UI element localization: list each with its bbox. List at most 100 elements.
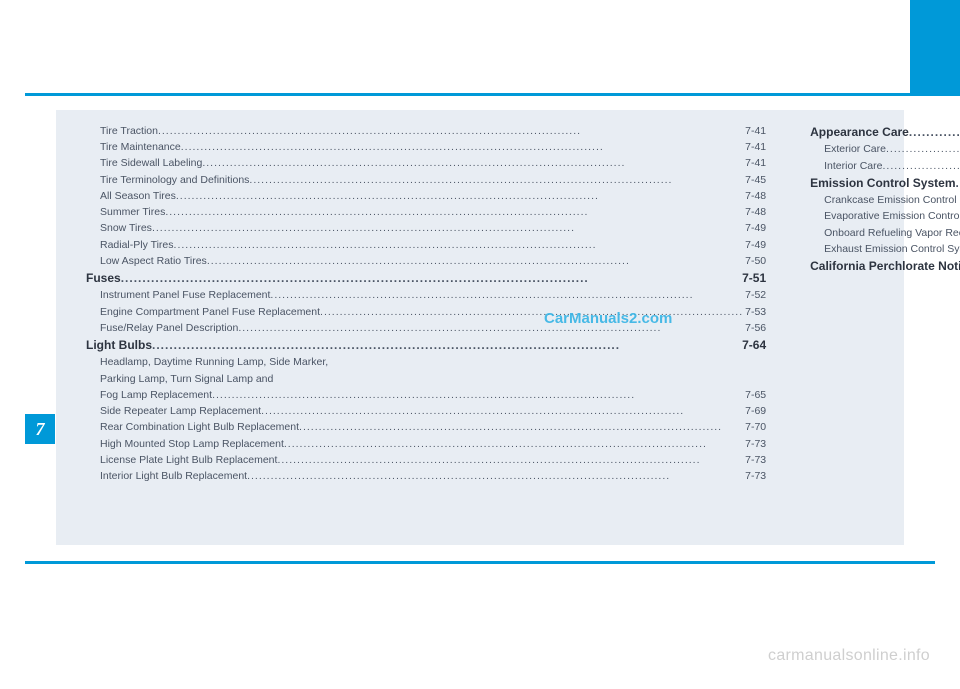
toc-content-box: Tire Traction 7-41Tire Maintenance 7-41T… [56, 110, 904, 545]
toc-sub-entry: Exterior Care 7-75 [810, 142, 960, 157]
toc-sub-entry: Instrument Panel Fuse Replacement 7-52 [86, 288, 766, 303]
toc-label: Appearance Care [810, 124, 909, 141]
toc-sub-entry: Tire Terminology and Definitions 7-45 [86, 173, 766, 188]
toc-label: Fuse/Relay Panel Description [100, 321, 238, 336]
toc-sub-entry: Snow Tires 7-49 [86, 221, 766, 236]
toc-page-ref: 7-49 [743, 238, 766, 253]
toc-sub-entry: Interior Care 7-80 [810, 159, 960, 174]
toc-label: Light Bulbs [86, 337, 152, 354]
toc-left-column: Tire Traction 7-41Tire Maintenance 7-41T… [86, 124, 766, 485]
toc-leader-dots [152, 337, 740, 354]
toc-heading-entry: Emission Control System 7-83 [810, 175, 960, 192]
toc-leader-dots [299, 420, 743, 435]
toc-page-ref: 7-65 [743, 388, 766, 403]
toc-sub-entry: Rear Combination Light Bulb Replacement … [86, 420, 766, 435]
toc-leader-dots [284, 437, 743, 452]
toc-leader-dots [121, 270, 740, 287]
toc-leader-dots [202, 156, 743, 171]
toc-label: Radial-Ply Tires [100, 238, 174, 253]
toc-sub-entry: Tire Sidewall Labeling 7-41 [86, 156, 766, 171]
toc-label: Engine Compartment Panel Fuse Replacemen… [100, 305, 320, 320]
top-accent-line [25, 93, 960, 96]
toc-sub-entry: License Plate Light Bulb Replacement 7-7… [86, 453, 766, 468]
toc-sub-entry: Summer Tires 7-48 [86, 205, 766, 220]
toc-label: Instrument Panel Fuse Replacement [100, 288, 270, 303]
toc-columns: Tire Traction 7-41Tire Maintenance 7-41T… [86, 124, 874, 485]
toc-sub-entry: All Season Tires 7-48 [86, 189, 766, 204]
toc-sub-entry: Onboard Refueling Vapor Recovery (ORVR) … [810, 226, 960, 241]
toc-label: Tire Terminology and Definitions [100, 173, 249, 188]
toc-label: Interior Care [824, 159, 882, 174]
toc-heading-entry: Appearance Care 7-75 [810, 124, 960, 141]
toc-label: Low Aspect Ratio Tires [100, 254, 207, 269]
toc-sub-entry: Tire Traction 7-41 [86, 124, 766, 139]
toc-page-ref: 7-70 [743, 420, 766, 435]
toc-label: High Mounted Stop Lamp Replacement [100, 437, 284, 452]
toc-leader-dots [277, 453, 743, 468]
toc-heading-entry: Light Bulbs 7-64 [86, 337, 766, 354]
toc-label: Rear Combination Light Bulb Replacement [100, 420, 299, 435]
toc-sub-entry: Side Repeater Lamp Replacement 7-69 [86, 404, 766, 419]
toc-sub-entry: Exhaust Emission Control System 7-84 [810, 242, 960, 257]
toc-label: Interior Light Bulb Replacement [100, 469, 247, 484]
toc-leader-dots [207, 254, 743, 269]
toc-leader-dots [270, 288, 743, 303]
toc-sub-entry-continuation: Parking Lamp, Turn Signal Lamp and [86, 372, 766, 387]
toc-leader-dots [886, 142, 960, 157]
toc-page-ref: 7-41 [743, 156, 766, 171]
toc-label: Onboard Refueling Vapor Recovery (ORVR) [824, 226, 960, 241]
toc-page-ref: 7-50 [743, 254, 766, 269]
toc-page-ref: 7-73 [743, 469, 766, 484]
toc-page-ref: 7-48 [743, 205, 766, 220]
toc-sub-entry: High Mounted Stop Lamp Replacement 7-73 [86, 437, 766, 452]
toc-right-column: Appearance Care 7-75Exterior Care 7-75 In… [810, 124, 960, 485]
toc-leader-dots [152, 221, 743, 236]
toc-page-ref: 7-49 [743, 221, 766, 236]
toc-label: Exterior Care [824, 142, 886, 157]
chapter-number-tab: 7 [25, 414, 55, 444]
toc-sub-entry: Interior Light Bulb Replacement 7-73 [86, 469, 766, 484]
toc-label: All Season Tires [100, 189, 176, 204]
toc-leader-dots [212, 388, 743, 403]
toc-leader-dots [909, 124, 960, 141]
toc-leader-dots [174, 238, 744, 253]
toc-leader-dots [261, 404, 743, 419]
toc-heading-entry: California Perchlorate Notice 7-87 [810, 258, 960, 275]
toc-label: Exhaust Emission Control System [824, 242, 960, 257]
toc-leader-dots [165, 205, 743, 220]
toc-leader-dots [158, 124, 743, 139]
top-accent-bar [910, 0, 960, 95]
toc-leader-dots [956, 175, 960, 192]
toc-sub-entry-continuation: Evaporative Emission Control System Incl… [810, 209, 960, 224]
toc-page-ref: 7-73 [743, 437, 766, 452]
toc-label: Fog Lamp Replacement [100, 388, 212, 403]
toc-label: Side Repeater Lamp Replacement [100, 404, 261, 419]
toc-leader-dots [181, 140, 743, 155]
toc-leader-dots [247, 469, 743, 484]
toc-sub-entry: Crankcase Emission Control System 7-83 [810, 193, 960, 208]
toc-leader-dots [320, 305, 743, 320]
toc-sub-entry: Tire Maintenance 7-41 [86, 140, 766, 155]
toc-label: Tire Traction [100, 124, 158, 139]
toc-label: Snow Tires [100, 221, 152, 236]
toc-page-ref: 7-64 [740, 337, 766, 354]
toc-heading-entry: Fuses 7-51 [86, 270, 766, 287]
toc-label: Tire Sidewall Labeling [100, 156, 202, 171]
toc-page-ref: 7-51 [740, 270, 766, 287]
toc-leader-dots [176, 189, 743, 204]
toc-label: California Perchlorate Notice [810, 258, 960, 275]
toc-page-ref: 7-41 [743, 140, 766, 155]
toc-label: Fuses [86, 270, 121, 287]
toc-sub-entry-continuation: Headlamp, Daytime Running Lamp, Side Mar… [86, 355, 766, 370]
toc-page-ref: 7-53 [743, 305, 766, 320]
toc-label: License Plate Light Bulb Replacement [100, 453, 277, 468]
toc-page-ref: 7-45 [743, 173, 766, 188]
toc-page-ref: 7-52 [743, 288, 766, 303]
toc-page-ref: 7-48 [743, 189, 766, 204]
toc-label: Crankcase Emission Control System [824, 193, 960, 208]
toc-label: Summer Tires [100, 205, 165, 220]
toc-leader-dots [249, 173, 743, 188]
toc-sub-entry: Low Aspect Ratio Tires 7-50 [86, 254, 766, 269]
toc-sub-entry: Radial-Ply Tires 7-49 [86, 238, 766, 253]
toc-page-ref: 7-56 [743, 321, 766, 336]
